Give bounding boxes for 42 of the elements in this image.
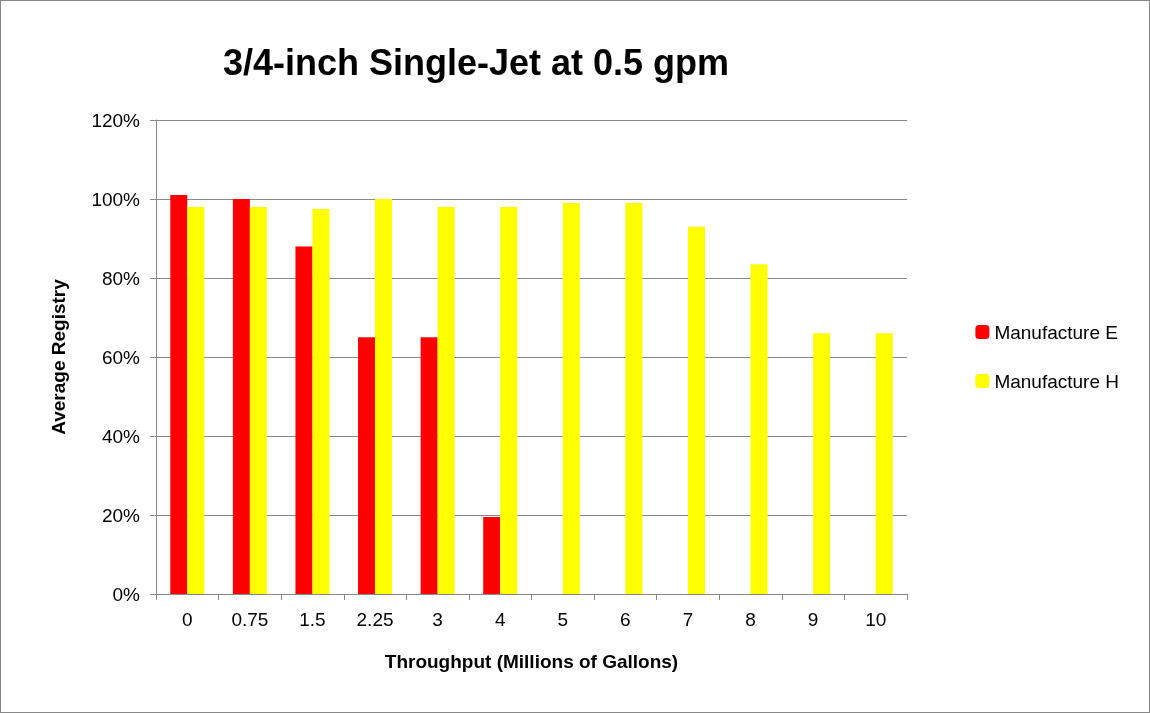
bar (375, 199, 393, 594)
bar (170, 195, 188, 594)
y-tick-label: 0% (112, 583, 141, 605)
legend-label: Manufacture E (994, 321, 1118, 343)
bar (249, 206, 267, 594)
x-tick-label: 0.75 (231, 609, 269, 630)
x-tick-label: 0 (182, 609, 193, 630)
x-tick-label: 9 (807, 609, 819, 630)
y-axis-title: Average Registry (48, 278, 69, 435)
y-tick-label: 80% (101, 267, 141, 289)
x-tick-label: 8 (745, 609, 756, 630)
y-tick-label: 60% (101, 346, 141, 368)
bar (232, 199, 250, 594)
bar (437, 206, 455, 594)
bar (358, 337, 376, 594)
x-tick-label: 6 (620, 609, 631, 630)
x-tick-label: 10 (865, 609, 887, 630)
bar (750, 264, 768, 594)
x-tick-label: 7 (682, 609, 694, 630)
x-tick-label: 2.25 (356, 609, 394, 630)
legend-label: Manufacture H (994, 370, 1120, 392)
bar (625, 202, 643, 594)
bar (420, 337, 438, 594)
y-tick-label: 120% (91, 109, 141, 131)
bar (813, 333, 831, 594)
bar (500, 206, 518, 594)
x-tick-label: 5 (557, 609, 569, 630)
bar (312, 208, 330, 594)
y-tick-label: 40% (101, 425, 141, 447)
bar (295, 246, 313, 594)
chart-title: 3/4-inch Single-Jet at 0.5 gpm (222, 41, 730, 83)
x-tick-label: 4 (494, 609, 506, 630)
x-axis-title: Throughput (Millions of Gallons) (384, 651, 679, 672)
bar (875, 333, 893, 594)
y-tick-label: 100% (91, 188, 141, 210)
bar (687, 226, 705, 594)
bar (187, 206, 205, 594)
x-tick-label: 1.5 (299, 609, 326, 630)
x-tick-label: 3 (432, 609, 443, 630)
bar (562, 202, 580, 594)
y-tick-label: 20% (101, 504, 141, 526)
bar (483, 516, 501, 594)
